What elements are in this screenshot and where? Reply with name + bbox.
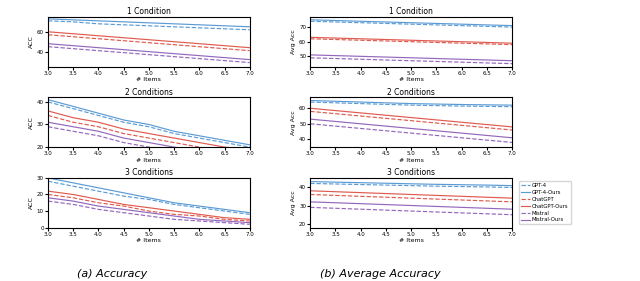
Legend: GPT-4, GPT-4-Ours, ChatGPT, ChatGPT-Ours, Mistral, Mistral-Ours: GPT-4, GPT-4-Ours, ChatGPT, ChatGPT-Ours… (518, 181, 571, 225)
Title: 2 Conditions: 2 Conditions (387, 88, 435, 97)
Title: 1 Condition: 1 Condition (127, 7, 171, 16)
X-axis label: # Items: # Items (136, 77, 161, 82)
Title: 1 Condition: 1 Condition (389, 7, 433, 16)
Title: 3 Conditions: 3 Conditions (387, 168, 435, 177)
Title: 2 Conditions: 2 Conditions (125, 88, 173, 97)
Y-axis label: ACC: ACC (29, 196, 34, 209)
X-axis label: # Items: # Items (136, 158, 161, 163)
Y-axis label: ACC: ACC (29, 35, 34, 48)
Text: (b) Average Accuracy: (b) Average Accuracy (321, 269, 441, 279)
Text: (a) Accuracy: (a) Accuracy (77, 269, 147, 279)
Y-axis label: Avg Acc: Avg Acc (291, 29, 296, 54)
Title: 3 Conditions: 3 Conditions (125, 168, 173, 177)
Y-axis label: ACC: ACC (29, 116, 34, 129)
X-axis label: # Items: # Items (136, 238, 161, 243)
Y-axis label: Avg Acc: Avg Acc (291, 110, 296, 135)
X-axis label: # Items: # Items (399, 77, 424, 82)
X-axis label: # Items: # Items (399, 158, 424, 163)
Y-axis label: Avg Acc: Avg Acc (291, 191, 296, 215)
X-axis label: # Items: # Items (399, 238, 424, 243)
